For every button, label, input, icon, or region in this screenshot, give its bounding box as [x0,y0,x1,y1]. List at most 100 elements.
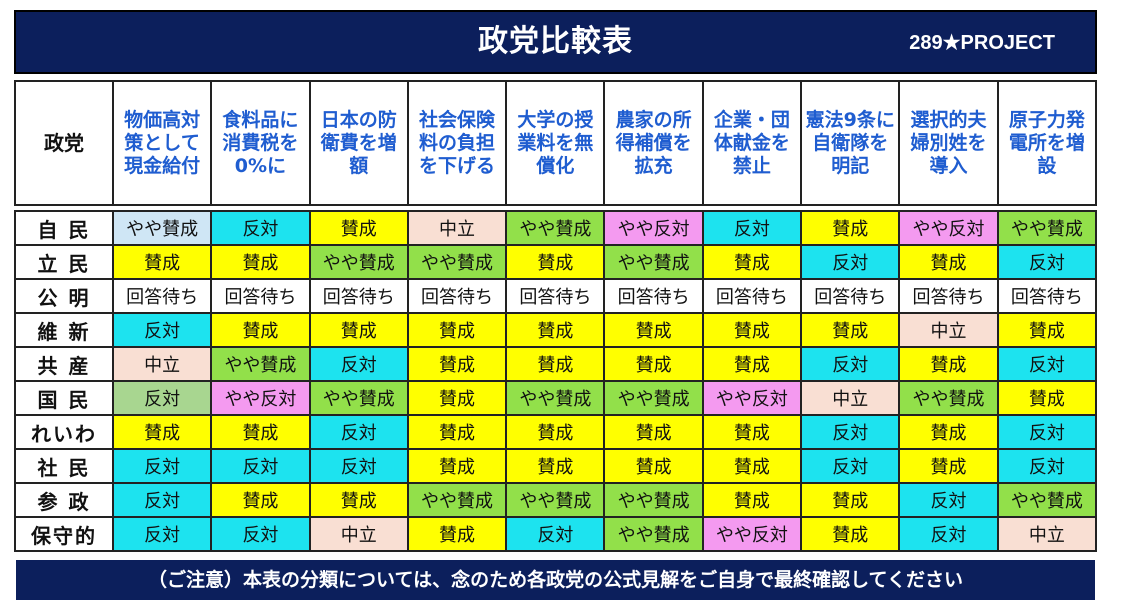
party-name: 自 民 [14,210,114,246]
stance-cell: 賛成 [701,448,803,484]
party-name: れいわ [14,414,114,450]
stance-cell: 賛成 [603,312,704,348]
spacer-cell [899,204,998,212]
stance-cell: やや賛成 [603,516,704,552]
stance-cell: 反対 [898,482,999,518]
table-header-row: 政党 物価高対策として現金給付 食料品に消費税を0%に 日本の防衛費を増 額社会保険… [14,80,1098,206]
stance-cell: 回答待ち [210,278,311,314]
stance-cell: 賛成 [800,210,901,246]
policy-column-header: 原子力発電所を増設 [996,80,1098,206]
stance-cell: 賛成 [406,380,508,416]
stance-cell: 賛成 [505,346,606,382]
stance-cell: 賛成 [505,244,606,280]
stance-cell: 賛成 [111,244,213,280]
disclaimer-footer: （ご注意）本表の分類については、念のため各政党の公式見解をご自身で最終確認してく… [16,560,1095,600]
table-row: 維 新反対 賛成 賛成 賛成 賛成 賛成 賛成 賛成 中立 賛成 [14,312,1098,348]
policy-column-header: 選択的夫婦別姓を導入 [898,80,999,206]
spacer-cell [801,204,900,212]
stance-cell: 反対 [800,414,901,450]
stance-cell: 賛成 [505,414,606,450]
policy-column-label: 企業・団体献金を禁止 [713,108,790,177]
stance-cell: やや反対 [898,210,999,246]
stance-cell: やや賛成 [603,482,704,518]
stance-cell: やや賛成 [505,210,606,246]
stance-cell: 反対 [308,414,409,450]
stance-cell: やや賛成 [308,244,409,280]
stance-cell: 反対 [111,516,213,552]
spacer-cell [211,204,310,212]
stance-cell: やや賛成 [898,380,999,416]
stance-cell: 賛成 [308,210,409,246]
stance-cell: やや賛成 [308,380,409,416]
stance-cell: 回答待ち [898,278,999,314]
stance-cell: 賛成 [898,414,999,450]
table-row: れいわ 賛成 賛成 反対 賛成 賛成 賛成 賛成 反対 賛成 反対 [14,414,1098,450]
stance-cell: 中立 [800,380,901,416]
party-name: 公 明 [14,278,114,314]
stance-cell: やや賛成 [996,482,1098,518]
stance-cell: 反対 [800,346,901,382]
stance-cell: 賛成 [406,516,508,552]
stance-cell: 賛成 [406,448,508,484]
stance-cell: 賛成 [701,482,803,518]
stance-cell: 賛成 [800,312,901,348]
stance-cell: 回答待ち [505,278,606,314]
stance-cell: 回答待ち [800,278,901,314]
policy-column-header: 農家の所得補償を拡充 [603,80,704,206]
stance-cell: 反対 [308,448,409,484]
stance-cell: 反対 [800,244,901,280]
party-column-header: 政党 [14,80,114,206]
page-title: 政党比較表 [478,24,633,59]
comparison-table: 政党 物価高対策として現金給付 食料品に消費税を0%に 日本の防衛費を増 額社会保険… [14,80,1098,552]
stance-cell: 賛成 [603,346,704,382]
stance-cell: やや賛成 [505,380,606,416]
policy-column-label: 日本の防衛費を増 額 [320,108,416,177]
stance-cell: 賛成 [701,414,803,450]
stance-cell: 賛成 [210,312,311,348]
header-spacer [15,204,1096,212]
table-row: 共 産中立 やや賛成 反対 賛成 賛成 賛成 賛成 反対 賛成 反対 [14,346,1098,382]
policy-column-label: 社会保険料の負担を下げる [419,108,496,177]
policy-column-label: 大学の授業料を無償化 [517,108,594,177]
stance-cell: 賛成 [308,312,409,348]
party-name: 共 産 [14,346,114,382]
stance-cell: 反対 [505,516,606,552]
policy-column-header: 物価高対策として現金給付 [111,80,213,206]
stance-cell: 賛成 [505,312,606,348]
stance-cell: 反対 [210,448,311,484]
stance-cell: 回答待ち [701,278,803,314]
stance-cell: やや賛成 [505,482,606,518]
stance-cell: 賛成 [210,414,311,450]
spacer-cell [113,204,212,212]
policy-column-header: 憲法9条に自衛隊を明記 [800,80,901,206]
stance-cell: 賛成 [406,312,508,348]
stance-cell: 賛成 [701,244,803,280]
stance-cell: 反対 [111,482,213,518]
policy-column-label: 憲法9条に自衛隊を明記 [805,108,895,177]
stance-cell: やや反対 [701,516,803,552]
stance-cell: 反対 [111,312,213,348]
stance-cell: 賛成 [701,346,803,382]
stance-cell: 賛成 [898,346,999,382]
stance-cell: 回答待ち [111,278,213,314]
stance-cell: 賛成 [505,448,606,484]
stance-cell: やや賛成 [406,482,508,518]
comparison-sheet: 政党比較表 289★PROJECT 政党 物価高対策として現金給付 食料品に消費税… [14,10,1098,600]
table-row: 公 明回答待ち 回答待ち 回答待ち 回答待ち 回答待ち 回答待ち 回答待ち 回答待ち 回答待ち回… [14,278,1098,314]
stance-cell: 賛成 [210,244,311,280]
header-bar: 政党比較表 289★PROJECT [14,10,1097,74]
table-row: 自 民やや賛成 反対 賛成 中立 やや賛成 やや反対 反対 賛成 やや反対 やや賛成 [14,210,1098,246]
spacer-cell [15,204,113,212]
stance-cell: 反対 [701,210,803,246]
stance-cell: やや反対 [210,380,311,416]
policy-column-label: 原子力発電所を増設 [1008,108,1085,177]
table-row: 社 民反対 反対 反対 賛成 賛成 賛成 賛成 反対 賛成 反対 [14,448,1098,484]
party-name: 参 政 [14,482,114,518]
stance-cell: 反対 [996,244,1098,280]
stance-cell: やや賛成 [210,346,311,382]
stance-cell: やや反対 [603,210,704,246]
stance-cell: やや反対 [701,380,803,416]
stance-cell: 賛成 [603,448,704,484]
stance-cell: 反対 [111,380,213,416]
stance-cell: 回答待ち [996,278,1098,314]
